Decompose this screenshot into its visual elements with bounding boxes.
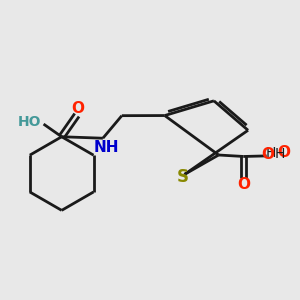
Text: O: O — [238, 177, 251, 192]
Text: O: O — [277, 146, 290, 160]
Text: S: S — [177, 168, 189, 186]
Text: O: O — [262, 147, 275, 162]
Text: O: O — [71, 101, 85, 116]
Text: H: H — [266, 146, 276, 160]
Text: HO: HO — [18, 115, 41, 129]
Text: H: H — [275, 147, 285, 161]
Text: NH: NH — [94, 140, 119, 154]
